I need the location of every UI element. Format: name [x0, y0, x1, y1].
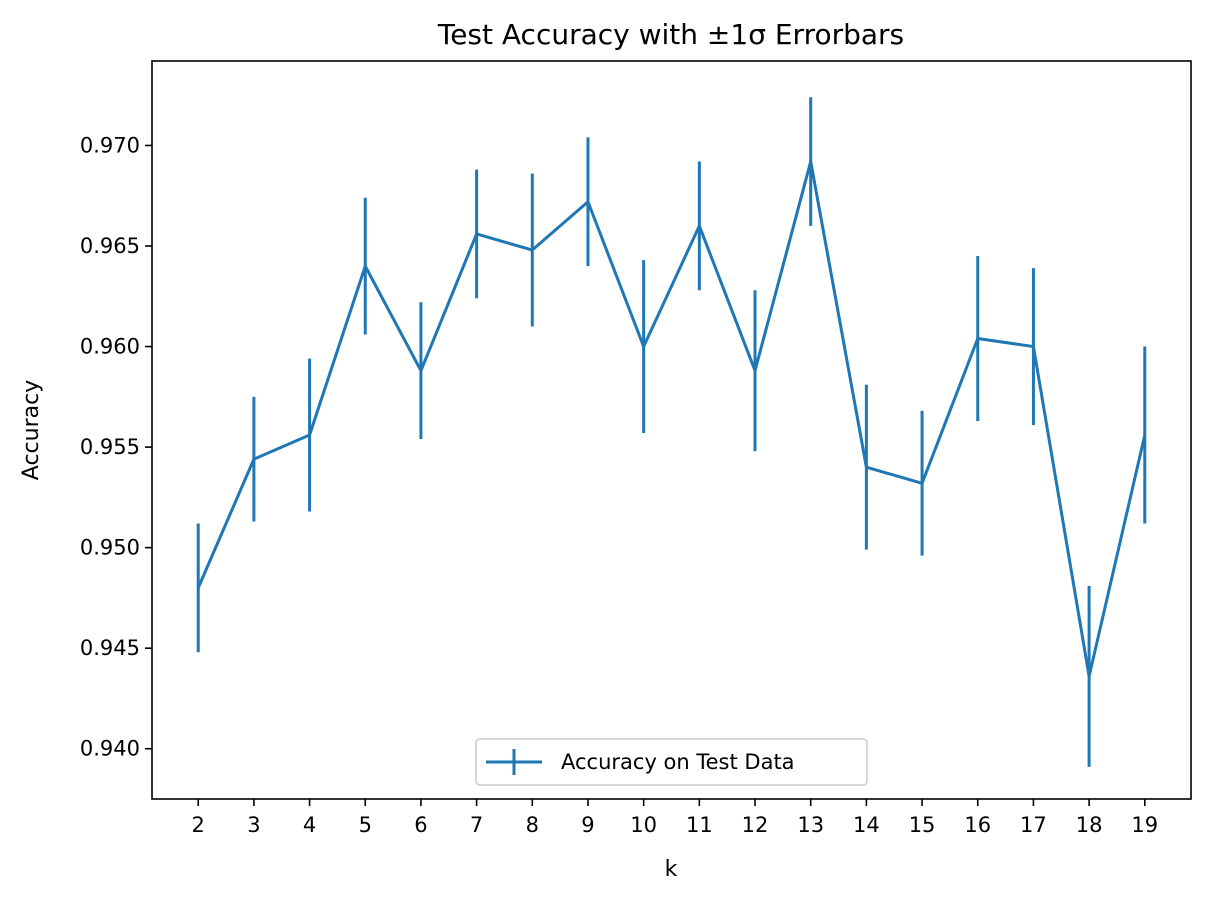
- x-tick-label: 10: [630, 813, 657, 837]
- x-tick-label: 14: [853, 813, 880, 837]
- x-tick-label: 3: [247, 813, 260, 837]
- x-tick-label: 16: [964, 813, 991, 837]
- x-tick-label: 19: [1131, 813, 1158, 837]
- legend-box: [475, 738, 868, 786]
- legend: Accuracy on Test Data: [475, 738, 868, 786]
- x-axis-label: k: [665, 857, 678, 882]
- x-tick-label: 13: [797, 813, 824, 837]
- y-tick-label: 0.970: [80, 133, 140, 157]
- x-tick-label: 15: [909, 813, 936, 837]
- y-axis-label: Accuracy: [19, 380, 44, 480]
- series-line-accuracy: [196, 160, 1147, 678]
- y-tick-label: 0.955: [80, 435, 140, 459]
- legend-label: Accuracy on Test Data: [561, 750, 795, 774]
- y-tick-label: 0.960: [80, 335, 140, 359]
- y-axis-ticks: 0.940 0.945 0.950 0.955 0.960 0.965 0.970: [80, 133, 152, 761]
- x-tick-label: 2: [192, 813, 205, 837]
- y-tick-label: 0.950: [80, 536, 140, 560]
- y-tick-label: 0.945: [80, 636, 140, 660]
- x-tick-label: 18: [1076, 813, 1103, 837]
- x-axis-ticks: 2 3 4 5 6 7 8 9 10 11 12 13 14 15 16 17 18 19: [192, 799, 1158, 837]
- plot-frame: [151, 60, 1192, 800]
- x-tick-label: 7: [470, 813, 483, 837]
- y-tick-label: 0.965: [80, 234, 140, 258]
- x-tick-label: 11: [686, 813, 713, 837]
- y-tick-label: 0.940: [80, 737, 140, 761]
- plot-area: [152, 61, 1191, 799]
- x-tick-label: 9: [581, 813, 594, 837]
- chart-title: Test Accuracy with ±1σ Errorbars: [437, 18, 904, 51]
- x-tick-label: 12: [742, 813, 769, 837]
- x-tick-label: 8: [526, 813, 539, 837]
- x-tick-label: 17: [1020, 813, 1047, 837]
- x-tick-label: 4: [303, 813, 316, 837]
- x-tick-label: 6: [414, 813, 427, 837]
- x-tick-label: 5: [359, 813, 372, 837]
